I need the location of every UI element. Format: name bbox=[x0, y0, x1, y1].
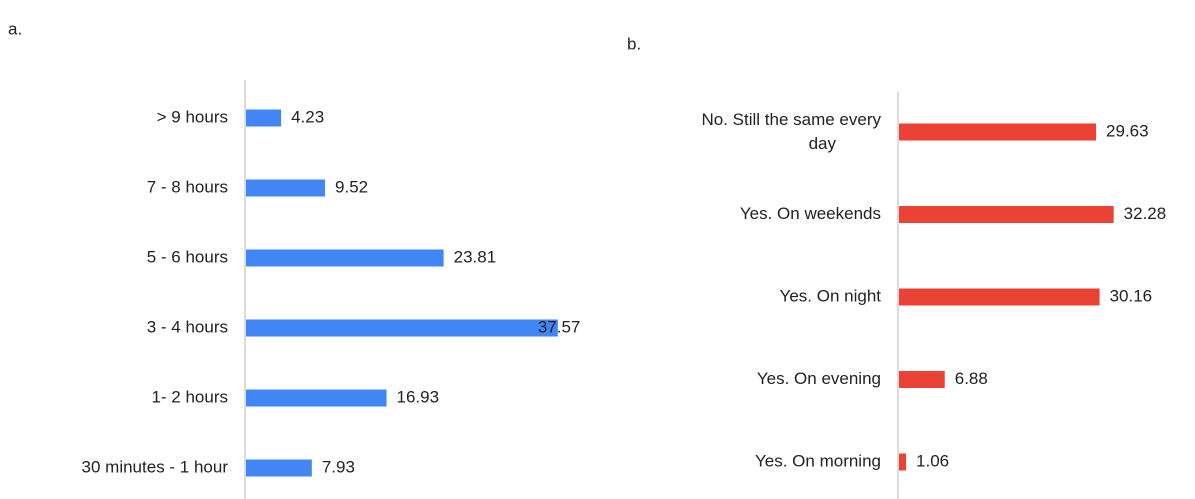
y-tick-label: Yes. On morning bbox=[755, 451, 881, 470]
bar bbox=[899, 453, 907, 471]
value-label: 4.23 bbox=[291, 107, 324, 126]
y-tick-label: Yes. On weekends bbox=[740, 204, 881, 223]
value-label: 16.93 bbox=[397, 387, 440, 406]
value-label: 29.63 bbox=[1106, 121, 1149, 140]
bar bbox=[246, 389, 387, 407]
panel-title: b. bbox=[627, 34, 641, 53]
y-tick-label: Yes. On evening bbox=[757, 369, 881, 388]
value-label: 6.88 bbox=[955, 369, 988, 388]
bar bbox=[246, 459, 312, 477]
bar bbox=[246, 319, 558, 337]
bar bbox=[899, 288, 1100, 306]
bar bbox=[899, 371, 945, 388]
value-label: 1.06 bbox=[916, 451, 949, 470]
y-tick-label: Yes. On night bbox=[780, 286, 882, 305]
value-label: 30.16 bbox=[1110, 286, 1153, 305]
bar bbox=[246, 109, 282, 127]
bar bbox=[246, 249, 444, 267]
value-label: 23.81 bbox=[454, 247, 497, 266]
y-tick-label: 3 - 4 hours bbox=[147, 317, 228, 336]
y-tick-label: No. Still the same every day bbox=[701, 110, 881, 153]
y-tick-label: 5 - 6 hours bbox=[147, 247, 228, 266]
value-label: 32.28 bbox=[1124, 204, 1167, 223]
bar bbox=[899, 206, 1114, 223]
value-label: 9.52 bbox=[335, 177, 368, 196]
value-label: 7.93 bbox=[322, 457, 355, 476]
y-tick-label: 7 - 8 hours bbox=[147, 177, 228, 196]
bar bbox=[899, 123, 1097, 141]
y-tick-label: 30 minutes - 1 hour bbox=[82, 457, 229, 476]
value-label: 37.57 bbox=[538, 317, 581, 336]
panel-title: a. bbox=[8, 19, 22, 38]
bar bbox=[246, 179, 326, 197]
y-tick-label: 1- 2 hours bbox=[151, 387, 228, 406]
y-tick-label: > 9 hours bbox=[157, 107, 228, 126]
